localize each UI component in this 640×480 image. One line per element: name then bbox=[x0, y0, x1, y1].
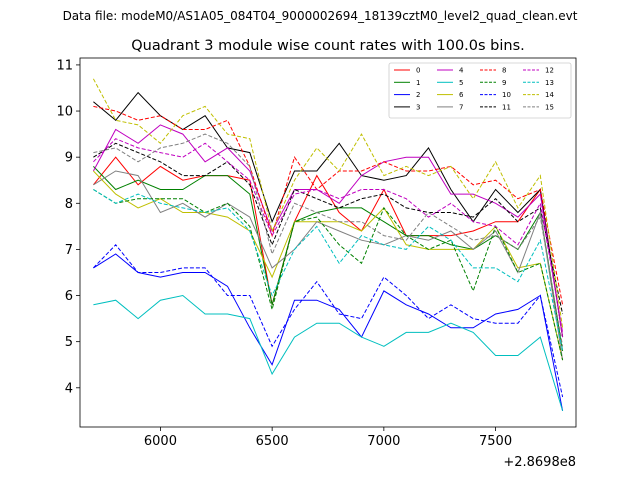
y-tick-label: 10 bbox=[56, 105, 73, 120]
y-tick-label: 8 bbox=[65, 197, 73, 212]
series-line-1 bbox=[93, 166, 564, 351]
series-line-11 bbox=[93, 142, 564, 315]
series-line-7 bbox=[93, 170, 564, 361]
legend-label-8: 8 bbox=[502, 67, 506, 75]
series-line-8 bbox=[93, 105, 564, 305]
legend-label-3: 3 bbox=[416, 103, 420, 111]
legend-label-9: 9 bbox=[502, 79, 506, 87]
series-layer bbox=[92, 78, 564, 412]
series-line-10 bbox=[93, 244, 564, 398]
legend-label-1: 1 bbox=[416, 79, 420, 87]
figure-suptitle: Data file: modeM0/AS1A05_084T04_90000026… bbox=[63, 9, 578, 23]
legend-label-5: 5 bbox=[459, 79, 463, 87]
series-line-3 bbox=[93, 91, 564, 338]
chart-title: Quadrant 3 module wise count rates with … bbox=[131, 38, 525, 54]
legend-label-2: 2 bbox=[416, 91, 420, 99]
series-line-0 bbox=[93, 156, 564, 338]
series-line-5 bbox=[93, 294, 564, 412]
y-tick-label: 5 bbox=[65, 335, 73, 350]
x-tick-label: 6500 bbox=[256, 434, 289, 449]
x-offset-label: +2.8698e8 bbox=[503, 455, 576, 470]
x-tick-label: 7000 bbox=[367, 434, 400, 449]
series-line-9 bbox=[93, 189, 564, 361]
series-line-12 bbox=[93, 138, 564, 333]
series-line-14 bbox=[92, 78, 564, 328]
y-tick-label: 11 bbox=[56, 58, 73, 73]
legend-label-14: 14 bbox=[545, 91, 554, 99]
legend-label-7: 7 bbox=[459, 103, 463, 111]
series-line-13 bbox=[93, 189, 564, 351]
x-tick-label: 7500 bbox=[479, 434, 512, 449]
y-tick-label: 6 bbox=[65, 289, 73, 304]
legend-label-12: 12 bbox=[545, 67, 554, 75]
legend-label-6: 6 bbox=[459, 91, 464, 99]
series-line-2 bbox=[93, 253, 564, 411]
legend-box bbox=[388, 62, 572, 119]
y-tick-label: 7 bbox=[65, 243, 73, 258]
legend-label-10: 10 bbox=[502, 91, 511, 99]
legend-label-15: 15 bbox=[545, 103, 554, 111]
legend-label-0: 0 bbox=[416, 67, 420, 75]
series-line-6 bbox=[93, 170, 564, 361]
y-tick-label: 4 bbox=[65, 381, 73, 396]
x-tick-label: 6000 bbox=[144, 434, 177, 449]
legend-label-11: 11 bbox=[502, 103, 511, 111]
axes-frame bbox=[79, 57, 577, 428]
legend-label-4: 4 bbox=[459, 67, 464, 75]
series-line-15 bbox=[93, 133, 564, 347]
legend-label-13: 13 bbox=[545, 79, 554, 87]
y-tick-label: 9 bbox=[65, 151, 73, 166]
